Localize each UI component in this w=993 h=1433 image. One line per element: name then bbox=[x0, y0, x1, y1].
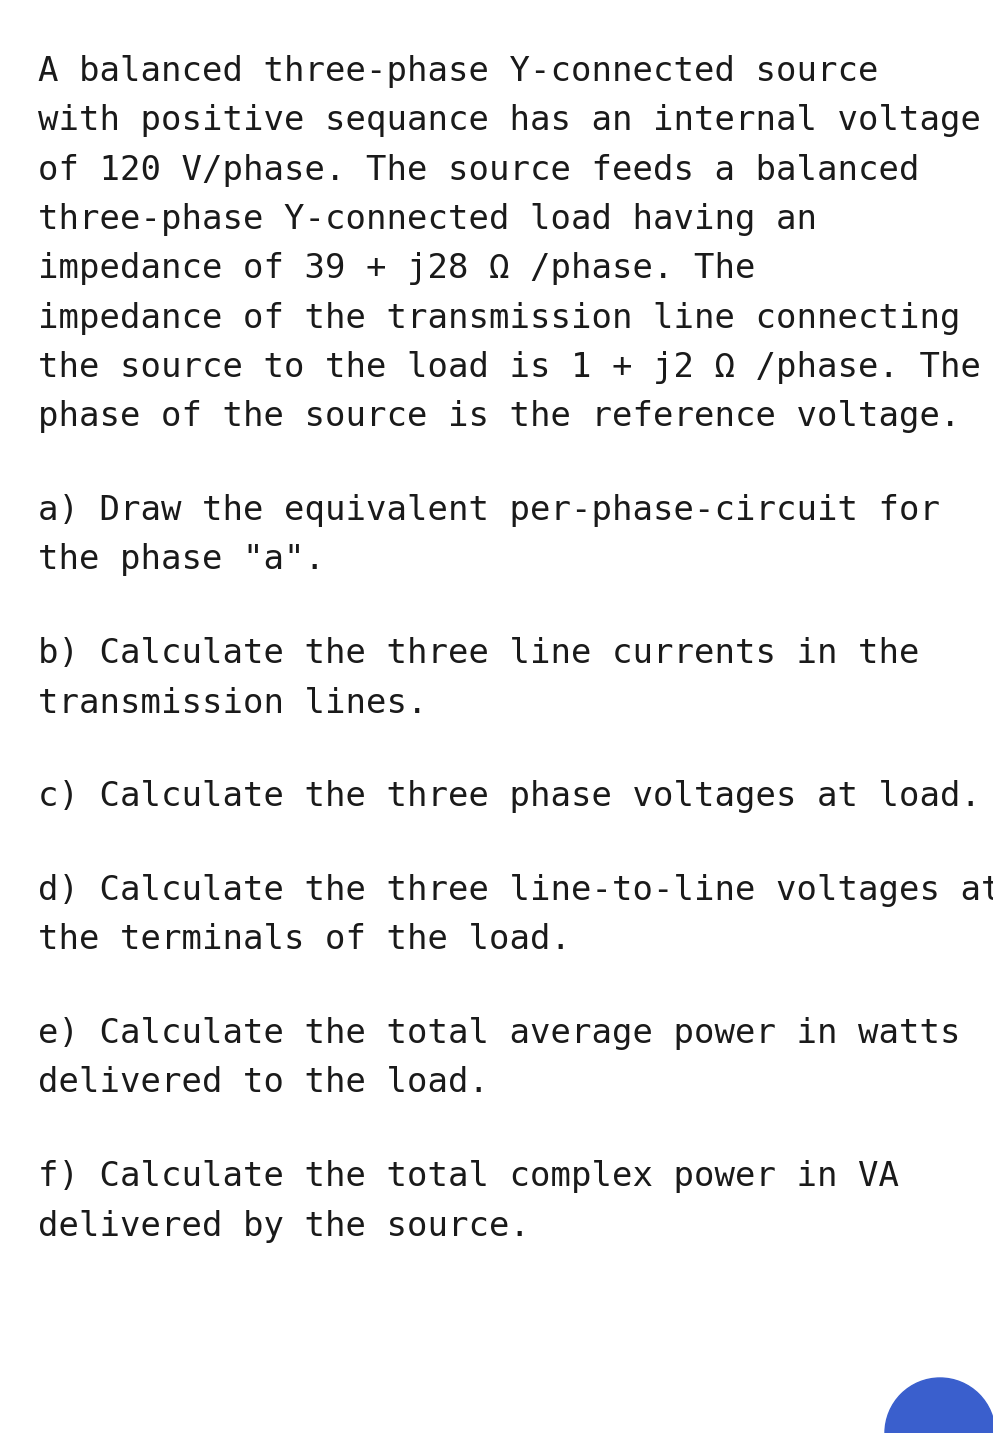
Text: impedance of the transmission line connecting: impedance of the transmission line conne… bbox=[38, 302, 960, 335]
Text: d) Calculate the three line-to-line voltages at: d) Calculate the three line-to-line volt… bbox=[38, 874, 993, 907]
Text: phase of the source is the reference voltage.: phase of the source is the reference vol… bbox=[38, 400, 960, 433]
Text: of 120 V/phase. The source feeds a balanced: of 120 V/phase. The source feeds a balan… bbox=[38, 153, 920, 186]
Text: b) Calculate the three line currents in the: b) Calculate the three line currents in … bbox=[38, 638, 920, 671]
Text: a) Draw the equivalent per-phase-circuit for: a) Draw the equivalent per-phase-circuit… bbox=[38, 494, 939, 527]
Text: three-phase Y-connected load having an: three-phase Y-connected load having an bbox=[38, 203, 816, 236]
Text: delivered by the source.: delivered by the source. bbox=[38, 1209, 529, 1242]
Text: the terminals of the load.: the terminals of the load. bbox=[38, 923, 571, 956]
Text: e) Calculate the total average power in watts: e) Calculate the total average power in … bbox=[38, 1017, 960, 1050]
Text: f) Calculate the total complex power in VA: f) Calculate the total complex power in … bbox=[38, 1161, 899, 1194]
Text: impedance of 39 + j28 Ω /phase. The: impedance of 39 + j28 Ω /phase. The bbox=[38, 252, 756, 285]
Text: delivered to the load.: delivered to the load. bbox=[38, 1066, 489, 1099]
Text: the phase "a".: the phase "a". bbox=[38, 543, 325, 576]
Text: A balanced three-phase Y-connected source: A balanced three-phase Y-connected sourc… bbox=[38, 54, 878, 87]
Text: with positive sequance has an internal voltage: with positive sequance has an internal v… bbox=[38, 105, 981, 138]
Text: transmission lines.: transmission lines. bbox=[38, 686, 427, 719]
Circle shape bbox=[885, 1379, 993, 1433]
Text: c) Calculate the three phase voltages at load.: c) Calculate the three phase voltages at… bbox=[38, 781, 981, 814]
Text: the source to the load is 1 + j2 Ω /phase. The a-: the source to the load is 1 + j2 Ω /phas… bbox=[38, 351, 993, 384]
